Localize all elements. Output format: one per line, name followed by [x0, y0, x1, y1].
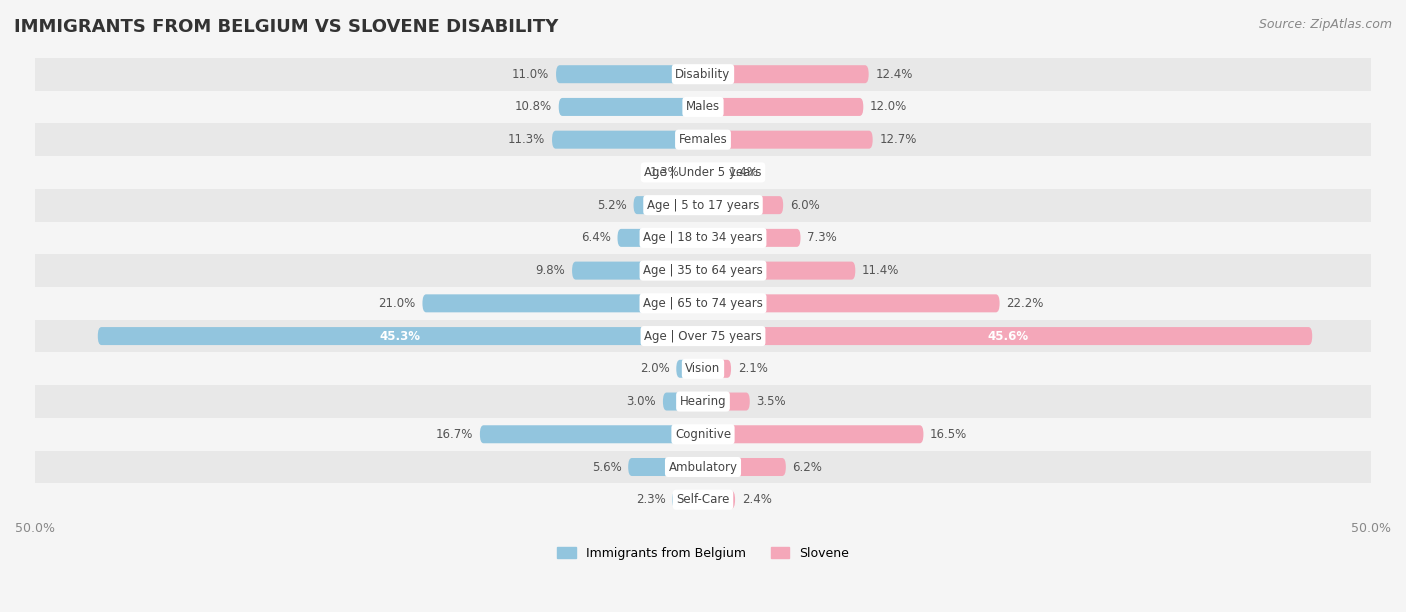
FancyBboxPatch shape	[98, 327, 703, 345]
Bar	[35, 353, 1371, 385]
Text: 5.2%: 5.2%	[598, 199, 627, 212]
Text: Age | Over 75 years: Age | Over 75 years	[644, 330, 762, 343]
FancyBboxPatch shape	[703, 458, 786, 476]
Text: Source: ZipAtlas.com: Source: ZipAtlas.com	[1258, 18, 1392, 31]
FancyBboxPatch shape	[703, 327, 1312, 345]
Text: Females: Females	[679, 133, 727, 146]
FancyBboxPatch shape	[553, 131, 703, 149]
Text: 6.4%: 6.4%	[581, 231, 610, 244]
FancyBboxPatch shape	[572, 261, 703, 280]
FancyBboxPatch shape	[479, 425, 703, 443]
FancyBboxPatch shape	[558, 98, 703, 116]
Text: 2.1%: 2.1%	[738, 362, 768, 375]
Text: 12.7%: 12.7%	[879, 133, 917, 146]
Text: 3.5%: 3.5%	[756, 395, 786, 408]
Text: Age | 65 to 74 years: Age | 65 to 74 years	[643, 297, 763, 310]
Text: 10.8%: 10.8%	[515, 100, 553, 113]
Bar	[35, 418, 1371, 450]
Text: 21.0%: 21.0%	[378, 297, 416, 310]
Bar	[35, 91, 1371, 123]
Text: 2.0%: 2.0%	[640, 362, 669, 375]
Text: Age | Under 5 years: Age | Under 5 years	[644, 166, 762, 179]
FancyBboxPatch shape	[662, 392, 703, 411]
Text: 11.4%: 11.4%	[862, 264, 900, 277]
Text: Self-Care: Self-Care	[676, 493, 730, 506]
Text: Vision: Vision	[685, 362, 721, 375]
Bar	[35, 188, 1371, 222]
FancyBboxPatch shape	[676, 360, 703, 378]
FancyBboxPatch shape	[422, 294, 703, 312]
FancyBboxPatch shape	[555, 65, 703, 83]
Text: 1.3%: 1.3%	[650, 166, 679, 179]
Text: 45.3%: 45.3%	[380, 330, 420, 343]
Text: 12.4%: 12.4%	[876, 68, 912, 81]
FancyBboxPatch shape	[703, 65, 869, 83]
Text: Cognitive: Cognitive	[675, 428, 731, 441]
FancyBboxPatch shape	[703, 131, 873, 149]
FancyBboxPatch shape	[617, 229, 703, 247]
FancyBboxPatch shape	[703, 163, 721, 181]
Legend: Immigrants from Belgium, Slovene: Immigrants from Belgium, Slovene	[551, 542, 855, 565]
Text: 12.0%: 12.0%	[870, 100, 907, 113]
Text: 16.5%: 16.5%	[931, 428, 967, 441]
FancyBboxPatch shape	[628, 458, 703, 476]
FancyBboxPatch shape	[686, 163, 703, 181]
Bar	[35, 156, 1371, 188]
Text: Age | 35 to 64 years: Age | 35 to 64 years	[643, 264, 763, 277]
Text: Age | 18 to 34 years: Age | 18 to 34 years	[643, 231, 763, 244]
Text: 16.7%: 16.7%	[436, 428, 474, 441]
FancyBboxPatch shape	[703, 261, 855, 280]
FancyBboxPatch shape	[703, 196, 783, 214]
Bar	[35, 483, 1371, 516]
Text: 2.4%: 2.4%	[742, 493, 772, 506]
Text: 22.2%: 22.2%	[1007, 297, 1043, 310]
Text: 6.0%: 6.0%	[790, 199, 820, 212]
Text: 3.0%: 3.0%	[627, 395, 657, 408]
Text: 7.3%: 7.3%	[807, 231, 837, 244]
Text: 45.6%: 45.6%	[987, 330, 1028, 343]
FancyBboxPatch shape	[672, 491, 703, 509]
Text: Ambulatory: Ambulatory	[668, 460, 738, 474]
Bar	[35, 450, 1371, 483]
Text: Disability: Disability	[675, 68, 731, 81]
FancyBboxPatch shape	[703, 425, 924, 443]
FancyBboxPatch shape	[703, 98, 863, 116]
Text: 6.2%: 6.2%	[793, 460, 823, 474]
FancyBboxPatch shape	[703, 392, 749, 411]
Text: 11.0%: 11.0%	[512, 68, 550, 81]
Text: Hearing: Hearing	[679, 395, 727, 408]
FancyBboxPatch shape	[703, 229, 800, 247]
Bar	[35, 58, 1371, 91]
FancyBboxPatch shape	[703, 294, 1000, 312]
Bar	[35, 123, 1371, 156]
Text: IMMIGRANTS FROM BELGIUM VS SLOVENE DISABILITY: IMMIGRANTS FROM BELGIUM VS SLOVENE DISAB…	[14, 18, 558, 36]
Text: 11.3%: 11.3%	[508, 133, 546, 146]
Text: 5.6%: 5.6%	[592, 460, 621, 474]
FancyBboxPatch shape	[634, 196, 703, 214]
Text: Age | 5 to 17 years: Age | 5 to 17 years	[647, 199, 759, 212]
Bar	[35, 222, 1371, 254]
Bar	[35, 287, 1371, 319]
Bar	[35, 254, 1371, 287]
Text: 2.3%: 2.3%	[636, 493, 665, 506]
Bar	[35, 319, 1371, 353]
Text: Males: Males	[686, 100, 720, 113]
Text: 9.8%: 9.8%	[536, 264, 565, 277]
Text: 1.4%: 1.4%	[728, 166, 758, 179]
FancyBboxPatch shape	[703, 360, 731, 378]
FancyBboxPatch shape	[703, 491, 735, 509]
Bar	[35, 385, 1371, 418]
